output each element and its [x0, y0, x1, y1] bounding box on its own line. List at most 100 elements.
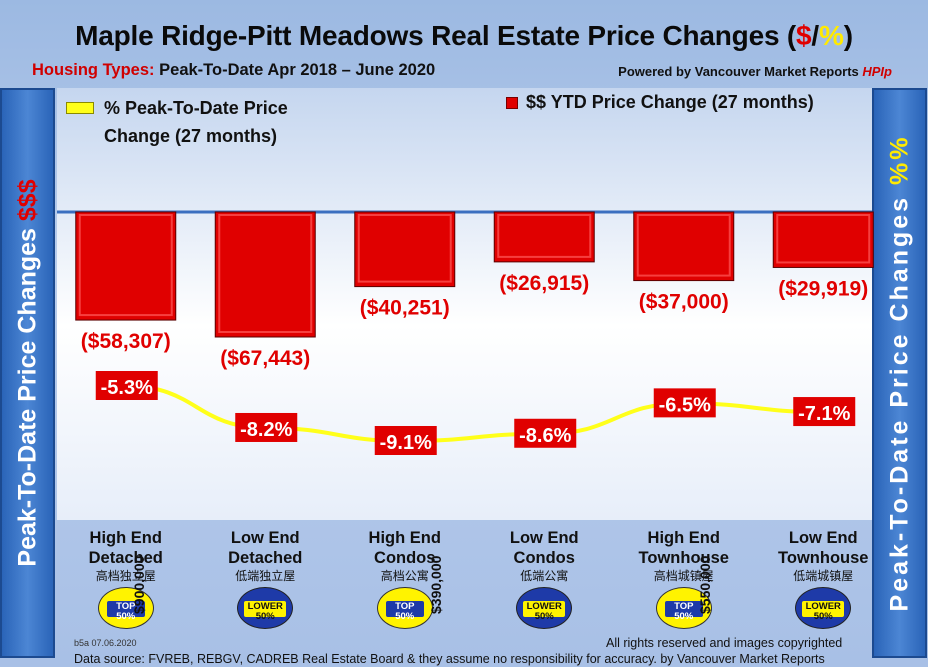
category-label-chinese: 低端城镇屋 — [793, 569, 854, 583]
chart-subtitle: Housing Types: Peak-To-Date Apr 2018 – J… — [32, 61, 435, 80]
category-label: Low End Detached 低端独立屋 — [200, 528, 330, 584]
legend-pct-entry: % Peak-To-Date Price Change (27 months) — [66, 94, 326, 150]
bar — [772, 211, 874, 268]
bar — [214, 211, 316, 338]
pct-label-box — [95, 371, 158, 400]
powered-text: Powered by Vancouver Market Reports — [618, 64, 863, 79]
badge-text-line1: LOWER — [247, 601, 283, 612]
legend-pct-line1: % Peak-To-Date Price — [104, 98, 288, 118]
badge-text-line1: LOWER — [805, 601, 841, 612]
rights-notice: All rights reserved and images copyright… — [606, 636, 843, 650]
category-label-line2: Townhouse — [638, 549, 729, 567]
category-label-line2: Condos — [513, 549, 575, 567]
badge-text-line2: 50% — [674, 611, 694, 622]
powered-brand: HPIp — [862, 64, 892, 79]
category-label: Low End Townhouse 低端城镇屋 — [758, 528, 888, 584]
bar-value-label: ($67,443) — [220, 347, 310, 370]
bar-bevel — [78, 214, 173, 317]
subtitle-period: Peak-To-Date Apr 2018 – June 2020 — [154, 61, 436, 79]
legend-line-swatch — [66, 102, 94, 114]
badge-text: TOP 50% — [385, 601, 424, 622]
category-label-line1: Low End — [509, 529, 579, 547]
powered-by: Powered by Vancouver Market Reports HPIp — [618, 64, 892, 79]
bar — [493, 211, 595, 263]
legend-usd-label: $$ YTD Price Change (27 months) — [526, 92, 814, 112]
category-label-line2: Detached — [228, 549, 303, 567]
bar-bevel — [636, 214, 731, 277]
pct-data-label: -8.2% — [240, 419, 292, 441]
badge-text: TOP 50% — [664, 601, 703, 622]
bar-bevel — [218, 214, 313, 333]
badge-text-line2: 50% — [813, 611, 833, 622]
data-source: Data source: FVREB, REBGV, CADREB Real E… — [74, 652, 825, 666]
right-side-panel: Peak-To-Date Price Changes %% — [872, 88, 927, 658]
badge-text-line2: 50% — [395, 611, 415, 622]
bar-value-label: ($29,919) — [778, 277, 868, 300]
plot-area — [57, 88, 872, 520]
badge-text-line1: TOP — [395, 601, 415, 612]
category-label: High End Detached 高档独立屋 — [61, 528, 191, 584]
chart-title: Maple Ridge-Pitt Meadows Real Estate Pri… — [0, 20, 928, 52]
pct-label-box — [235, 412, 298, 442]
category-label-line2: Townhouse — [778, 549, 869, 567]
legend-bar-swatch — [506, 97, 518, 109]
bar-value-label: ($58,307) — [81, 330, 171, 353]
pct-data-label: -9.1% — [380, 432, 432, 454]
bar — [354, 211, 456, 288]
title-pct: % — [819, 20, 844, 51]
price-threshold-label: $390,000 — [427, 555, 444, 614]
category-label-chinese: 高档公寓 — [380, 569, 429, 583]
title-dollar: $ — [796, 20, 812, 51]
badge-text: LOWER 50% — [523, 601, 566, 622]
pct-label-box — [374, 426, 437, 455]
bar-value-label: ($40,251) — [360, 297, 450, 320]
badge-text-line1: LOWER — [526, 601, 562, 612]
bar-value-label: ($37,000) — [639, 291, 729, 314]
category-label-chinese: 低端公寓 — [520, 569, 569, 583]
badge-text-line2: 50% — [534, 611, 554, 622]
price-threshold-label: $900,000 — [130, 555, 147, 614]
lower-50-badge: LOWER 50% — [516, 587, 573, 629]
left-side-panel: Peak-To-Date Price Changes $$$ — [0, 88, 55, 658]
legend-usd-entry: $$ YTD Price Change (27 months) — [506, 92, 814, 113]
title-close: ) — [843, 20, 853, 51]
category-label-line2: Detached — [88, 549, 163, 567]
title-main: Maple Ridge-Pitt Meadows Real Estate Pri… — [75, 20, 797, 51]
pct-label-box — [514, 418, 577, 448]
lower-50-badge: LOWER 50% — [237, 587, 294, 629]
bar — [633, 211, 735, 282]
badge-text: TOP 50% — [106, 601, 145, 622]
badge-text: LOWER 50% — [244, 601, 287, 622]
category-label-line1: High End — [647, 529, 720, 547]
top-50-badge: TOP 50% — [655, 587, 712, 629]
badge-text-line1: TOP — [116, 601, 136, 612]
category-label-line1: High End — [89, 529, 162, 547]
price-threshold-label: $550,000 — [696, 555, 713, 614]
pct-label-box — [793, 397, 856, 427]
category-label-line1: Low End — [788, 529, 858, 547]
category-label-chinese: 低端独立屋 — [235, 569, 296, 583]
bar-value-label: ($26,915) — [499, 272, 589, 295]
bar-bevel — [497, 214, 592, 258]
category-label: High End Townhouse 高档城镇屋 — [619, 528, 749, 584]
chart-code: b5a 07.06.2020 — [74, 638, 137, 648]
category-label-line2: Condos — [374, 549, 436, 567]
category-label: Low End Condos 低端公寓 — [479, 528, 609, 584]
title-slash: / — [811, 20, 820, 51]
pct-data-label: -8.6% — [519, 425, 571, 447]
pct-data-label: -7.1% — [798, 403, 850, 425]
top-50-badge: TOP 50% — [97, 587, 154, 629]
pct-label-box — [653, 388, 716, 418]
lower-50-badge: LOWER 50% — [795, 587, 852, 629]
bar-bevel — [776, 214, 871, 264]
top-50-badge: TOP 50% — [376, 587, 433, 629]
pct-series-line — [126, 384, 825, 444]
legend-pct-line2: Change (27 months) — [104, 126, 278, 146]
pct-data-label: -5.3% — [101, 377, 153, 399]
category-label-line1: High End — [368, 529, 441, 547]
subtitle-housing-types: Housing Types: — [32, 61, 155, 79]
category-label: High End Condos 高档公寓 — [340, 528, 470, 584]
category-label-chinese: 高档城镇屋 — [653, 569, 714, 583]
badge-text-line2: 50% — [116, 611, 136, 622]
